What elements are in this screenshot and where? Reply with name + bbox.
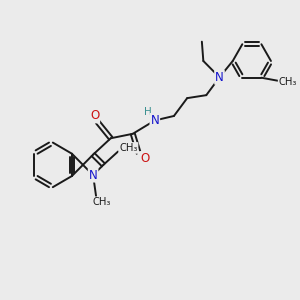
Text: O: O <box>90 110 99 122</box>
Text: H: H <box>144 107 152 117</box>
Text: N: N <box>151 114 159 127</box>
Text: N: N <box>89 169 98 182</box>
Text: N: N <box>215 71 224 84</box>
Text: CH₃: CH₃ <box>119 143 138 153</box>
Text: CH₃: CH₃ <box>92 197 110 208</box>
Text: CH₃: CH₃ <box>279 77 297 87</box>
Text: O: O <box>140 152 149 165</box>
